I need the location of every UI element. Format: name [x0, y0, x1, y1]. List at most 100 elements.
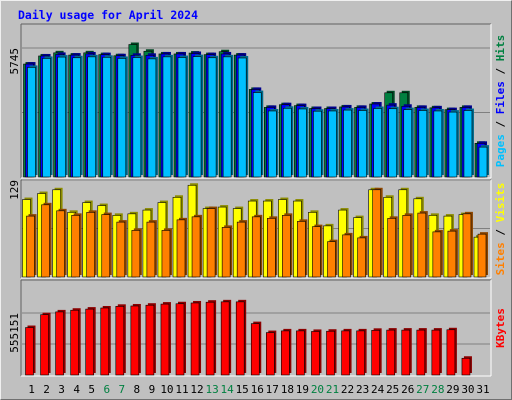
pages-bar-day-9-face	[147, 58, 157, 178]
kbytes-bar-day-3	[55, 309, 66, 376]
kbytes-bar-day-4-face	[70, 309, 79, 376]
sites-bar-day-17-face	[266, 218, 276, 278]
pages-bar-day-6	[102, 55, 113, 178]
y-max-label: 555151	[8, 313, 21, 353]
x-tick-label-21: 21	[326, 383, 339, 396]
side-legend-part-0: KBytes	[494, 308, 507, 348]
kbytes-bar-day-26-face	[401, 329, 411, 376]
x-tick-label-15: 15	[236, 383, 249, 396]
pages-bar-day-7-face	[117, 58, 127, 178]
pages-bar-day-21	[328, 108, 339, 178]
kbytes-bar-day-28	[431, 328, 442, 376]
kbytes-bar-day-6	[100, 305, 111, 376]
pages-bar-day-4	[72, 55, 83, 178]
kbytes-bar-day-5	[85, 307, 96, 376]
pages-bar-day-6-face	[102, 57, 112, 178]
pages-bar-day-24-face	[373, 108, 382, 178]
sites-bar-day-18	[282, 213, 293, 278]
pages-bar-day-30	[463, 108, 474, 178]
x-tick-label-19: 19	[296, 383, 309, 396]
side-legend-part-3: /	[494, 61, 507, 81]
pages-bar-day-3-face	[57, 56, 66, 178]
sites-bar-day-30	[462, 211, 473, 278]
pages-bar-day-13	[207, 55, 219, 178]
kbytes-bar-day-24-face	[371, 330, 380, 376]
pages-bar-day-25	[388, 106, 399, 178]
pages-bar-day-31-face	[478, 146, 488, 178]
x-tick-label-26: 26	[401, 383, 414, 396]
sites-bar-day-31	[477, 232, 488, 278]
side-legend-part-1: /	[494, 114, 507, 134]
sites-bar-day-6	[101, 212, 112, 278]
side-legend: KBytes	[494, 308, 507, 348]
pages-bar-day-17	[267, 108, 279, 178]
kbytes-bar-day-25	[386, 328, 397, 376]
pages-bar-day-2	[42, 56, 53, 178]
pages-bar-day-17-face	[267, 110, 277, 178]
sites-bar-day-23	[357, 235, 368, 278]
x-tick-label-14: 14	[221, 383, 235, 396]
sites-bar-day-17	[266, 216, 278, 278]
chart-panels: 5745 Pages / Files / Hits 129 Sites / Visit…	[8, 23, 507, 377]
kbytes-bar-day-21	[326, 329, 337, 376]
x-tick-label-23: 23	[356, 383, 369, 396]
side-legend-part-1: /	[494, 222, 507, 242]
sites-bar-day-7	[116, 220, 127, 278]
pages-bar-day-15-face	[237, 57, 247, 178]
sites-bar-day-25-face	[387, 218, 397, 278]
kbytes-bar-day-3-face	[55, 311, 64, 376]
kbytes-bar-day-15-face	[235, 301, 245, 376]
x-tick-label-7: 7	[118, 383, 125, 396]
x-tick-label-4: 4	[73, 383, 80, 396]
pages-bar-day-5	[87, 54, 98, 178]
kbytes-bar-day-25-face	[386, 329, 396, 376]
pages-bar-day-29	[448, 110, 459, 178]
kbytes-bar-day-14-face	[220, 301, 230, 376]
panel-hits-files-pages: 5745 Pages / Files / Hits	[8, 23, 507, 179]
pages-bar-day-12	[192, 54, 204, 178]
sites-bar-day-6-face	[101, 214, 111, 278]
x-tick-label-16: 16	[251, 383, 264, 396]
kbytes-bar-day-13	[205, 300, 217, 376]
sites-bar-day-5	[86, 210, 97, 278]
x-tick-label-10: 10	[160, 383, 173, 396]
sites-bar-day-10	[161, 228, 172, 278]
sites-bar-day-27-face	[417, 212, 427, 278]
x-tick-label-30: 30	[461, 383, 474, 396]
pages-bar-day-19-face	[298, 108, 307, 178]
x-tick-label-5: 5	[88, 383, 95, 396]
kbytes-bar-day-20-face	[311, 331, 320, 376]
x-tick-label-1: 1	[28, 383, 35, 396]
sites-bar-day-10-face	[161, 230, 171, 278]
kbytes-bar-day-10	[160, 302, 171, 376]
pages-bar-day-11	[177, 55, 188, 178]
kbytes-bar-day-5-face	[85, 308, 94, 376]
x-tick-label-29: 29	[446, 383, 459, 396]
kbytes-bar-day-9-face	[145, 304, 155, 376]
x-tick-label-27: 27	[416, 383, 429, 396]
panel-visits-sites: 129 Sites / Visits	[8, 179, 507, 279]
kbytes-bar-day-19-face	[296, 330, 305, 376]
sites-bar-day-11-face	[176, 219, 186, 278]
kbytes-bar-day-24	[371, 328, 382, 376]
sites-bar-day-15	[236, 220, 248, 278]
kbytes-bar-day-20	[311, 329, 322, 376]
sites-bar-day-20	[312, 224, 323, 278]
pages-bar-day-27	[418, 108, 429, 178]
pages-bar-day-4-face	[72, 57, 81, 178]
sites-bar-day-8	[131, 228, 142, 278]
sites-bar-day-13-face	[206, 208, 216, 278]
sites-bar-day-19	[297, 219, 308, 278]
pages-bar-day-20-face	[313, 110, 322, 178]
sites-bar-day-30-face	[462, 213, 472, 278]
sites-bar-day-25	[387, 216, 398, 278]
kbytes-bar-day-27-face	[416, 329, 426, 376]
pages-bar-day-30-face	[463, 110, 473, 178]
x-tick-label-13: 13	[205, 383, 218, 396]
sites-bar-day-16-face	[251, 216, 261, 278]
kbytes-bar-day-28-face	[431, 329, 441, 376]
x-tick-label-20: 20	[311, 383, 324, 396]
pages-bar-day-16-face	[252, 92, 262, 178]
pages-bar-day-19	[298, 106, 309, 178]
